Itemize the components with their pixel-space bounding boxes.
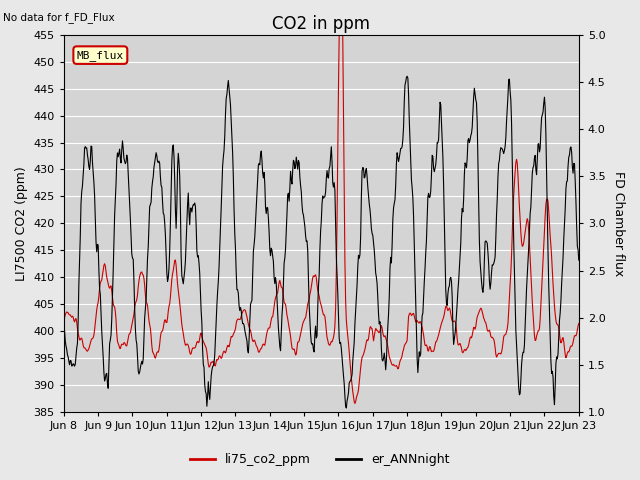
Text: No data for f_FD_Flux: No data for f_FD_Flux bbox=[3, 12, 115, 23]
Title: CO2 in ppm: CO2 in ppm bbox=[272, 15, 371, 33]
Text: MB_flux: MB_flux bbox=[77, 49, 124, 60]
Legend: li75_co2_ppm, er_ANNnight: li75_co2_ppm, er_ANNnight bbox=[186, 448, 454, 471]
Y-axis label: FD Chamber flux: FD Chamber flux bbox=[612, 171, 625, 276]
Y-axis label: LI7500 CO2 (ppm): LI7500 CO2 (ppm) bbox=[15, 166, 28, 281]
